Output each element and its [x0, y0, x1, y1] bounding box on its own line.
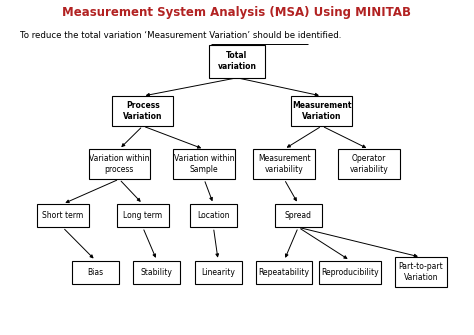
FancyBboxPatch shape: [112, 96, 173, 126]
FancyBboxPatch shape: [275, 204, 322, 227]
Text: Spread: Spread: [285, 211, 312, 220]
Text: Measurement
variability: Measurement variability: [258, 154, 310, 174]
Text: Long term: Long term: [123, 211, 162, 220]
FancyBboxPatch shape: [195, 261, 242, 284]
FancyBboxPatch shape: [117, 204, 169, 227]
FancyBboxPatch shape: [36, 204, 89, 227]
Text: Linearity: Linearity: [201, 268, 235, 277]
Text: Part-to-part
Variation: Part-to-part Variation: [399, 262, 443, 282]
Text: Short term: Short term: [42, 211, 83, 220]
FancyBboxPatch shape: [256, 261, 312, 284]
Text: Total
variation: Total variation: [218, 52, 256, 71]
Text: Measurement System Analysis (MSA) Using MINITAB: Measurement System Analysis (MSA) Using …: [63, 6, 411, 19]
Text: Stability: Stability: [141, 268, 173, 277]
FancyBboxPatch shape: [395, 257, 447, 287]
FancyBboxPatch shape: [133, 261, 181, 284]
FancyBboxPatch shape: [254, 149, 315, 179]
Text: Reproducibility: Reproducibility: [321, 268, 379, 277]
FancyBboxPatch shape: [173, 149, 235, 179]
FancyBboxPatch shape: [338, 149, 400, 179]
FancyBboxPatch shape: [319, 261, 381, 284]
FancyBboxPatch shape: [209, 45, 265, 78]
FancyBboxPatch shape: [291, 96, 353, 126]
FancyBboxPatch shape: [190, 204, 237, 227]
FancyBboxPatch shape: [72, 261, 119, 284]
Text: Operator
variability: Operator variability: [349, 154, 388, 174]
Text: Location: Location: [197, 211, 230, 220]
Text: Measurement
Variation: Measurement Variation: [292, 101, 352, 121]
FancyBboxPatch shape: [89, 149, 150, 179]
Text: To reduce the total variation ‘Measurement Variation’ should be identified.: To reduce the total variation ‘Measureme…: [20, 31, 342, 40]
Text: Variation within
Sample: Variation within Sample: [174, 154, 234, 174]
Text: Repeatability: Repeatability: [259, 268, 310, 277]
Text: Bias: Bias: [88, 268, 104, 277]
Text: Variation within
process: Variation within process: [89, 154, 149, 174]
Text: Process
Variation: Process Variation: [123, 101, 163, 121]
